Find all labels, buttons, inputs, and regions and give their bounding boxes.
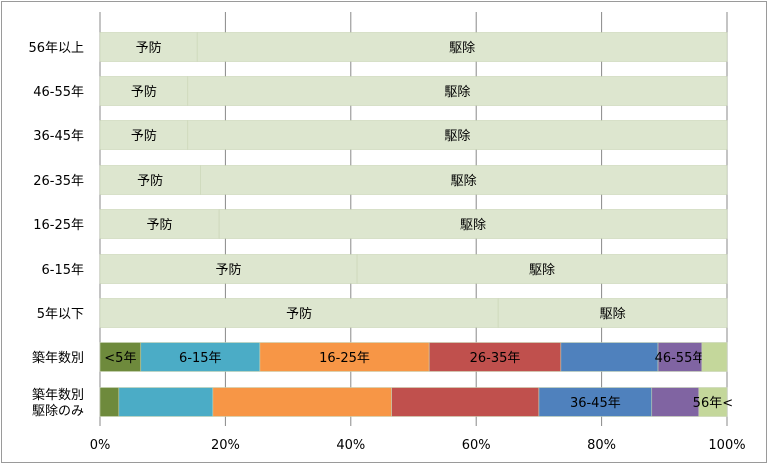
bar-segment bbox=[99, 298, 499, 328]
bar-segment-label: 駆除 bbox=[451, 174, 477, 189]
bar-segment-label: 駆除 bbox=[449, 41, 475, 56]
bar-segment bbox=[538, 387, 653, 417]
bar-segment-label: 予防 bbox=[131, 84, 157, 100]
bar-segment bbox=[140, 342, 261, 372]
category-labels: 56年以上 46-55年 36-45年 26-35年 16-25年 6-15年 5年以下築年… bbox=[28, 41, 84, 419]
bar-segment bbox=[99, 254, 358, 284]
bar-segment-label: 16-25年 bbox=[319, 351, 370, 366]
category-label: 16-25年 bbox=[33, 218, 84, 233]
bar-segment bbox=[560, 342, 659, 372]
x-tick-label: 40% bbox=[336, 438, 365, 453]
category-label: 築年数別 bbox=[32, 351, 84, 366]
bar-segment bbox=[259, 342, 430, 372]
bar-segment-label: 46-55年 bbox=[655, 351, 706, 366]
bar-segment bbox=[651, 387, 700, 417]
bar-segment-label: 予防 bbox=[137, 173, 163, 189]
bar-segment bbox=[118, 387, 214, 417]
category-label: 46-55年 bbox=[33, 85, 84, 100]
category-label: 6-15年 bbox=[41, 263, 84, 278]
bar-segment bbox=[99, 120, 189, 150]
bar-segment bbox=[200, 165, 728, 195]
category-label: 5年以下 bbox=[37, 307, 84, 322]
bar-segment-label: 6-15年 bbox=[179, 351, 222, 366]
bar-segment-label: 予防 bbox=[216, 262, 242, 278]
category-label: 駆除のみ bbox=[32, 404, 84, 419]
bar-segment bbox=[187, 76, 728, 106]
x-tick-label: 80% bbox=[587, 438, 616, 453]
bar-segment bbox=[99, 387, 120, 417]
category-label: 26-35年 bbox=[33, 174, 84, 189]
bar-segment-label: <5年 bbox=[104, 351, 136, 366]
x-tick-label: 0% bbox=[90, 438, 111, 453]
bar-segment bbox=[391, 387, 540, 417]
bar-segment-label: 駆除 bbox=[600, 307, 626, 322]
bar-segment-label: 予防 bbox=[147, 217, 173, 233]
bar-segment bbox=[212, 387, 392, 417]
bar-segment-label: 駆除 bbox=[529, 263, 555, 278]
x-axis-tick-labels: 0% 20% 40% 60% 80% 100% bbox=[90, 438, 746, 453]
bar-segment bbox=[196, 32, 728, 62]
bar-segment-label: 26-35年 bbox=[470, 351, 521, 366]
x-tick-label: 100% bbox=[708, 438, 745, 453]
bar-segment bbox=[698, 387, 728, 417]
bar-segment bbox=[497, 298, 728, 328]
x-tick-label: 20% bbox=[211, 438, 240, 453]
x-tick-label: 60% bbox=[462, 438, 491, 453]
bar-segment bbox=[99, 32, 198, 62]
bar-segment-label: 駆除 bbox=[460, 218, 486, 233]
chart-frame: 予防 駆除 予防 駆除 予防 駆除 予防 駆除 予防 駆除 予防 駆除 予防 駆除 <5年 6-15年 16-2… bbox=[1, 1, 767, 463]
bar-segment bbox=[99, 76, 189, 106]
category-label: 56年以上 bbox=[28, 41, 84, 56]
bar-segment-label: 36-45年 bbox=[570, 396, 621, 411]
bar-segment-label: 駆除 bbox=[444, 129, 470, 144]
bar-segment bbox=[657, 342, 703, 372]
bar-segment bbox=[99, 342, 142, 372]
bar-segment-label: 予防 bbox=[136, 40, 162, 56]
bar-segment bbox=[701, 342, 728, 372]
bar-segment-label: 56年< bbox=[693, 396, 733, 411]
bar-segment-label: 予防 bbox=[131, 128, 157, 144]
category-label: 築年数別 bbox=[32, 388, 84, 403]
bar-segment-label: 予防 bbox=[286, 306, 312, 322]
bar-segment bbox=[356, 254, 728, 284]
bar-segment bbox=[99, 209, 220, 239]
category-label: 36-45年 bbox=[33, 129, 84, 144]
bar-segment bbox=[218, 209, 728, 239]
bar-segment bbox=[187, 120, 728, 150]
bar-segment-label: 駆除 bbox=[444, 85, 470, 100]
